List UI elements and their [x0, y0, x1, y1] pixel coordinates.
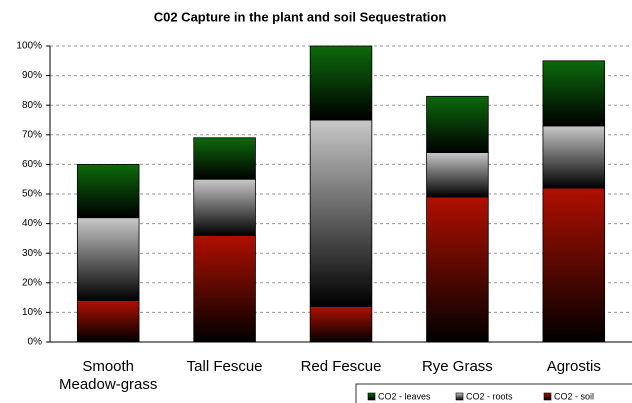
legend-label: CO2 - leaves	[378, 391, 431, 401]
bar-segment	[426, 196, 489, 343]
y-tick-label: 70%	[22, 129, 42, 140]
legend-box	[355, 383, 632, 403]
bar-segment	[542, 125, 606, 189]
bar-segment	[542, 60, 606, 127]
y-tick-label: 20%	[22, 277, 42, 288]
bar-segment	[309, 119, 373, 307]
bar-segment	[76, 163, 140, 219]
legend-label: CO2 - soil	[554, 391, 594, 401]
x-tick-label: Tall Fescue	[186, 358, 263, 375]
bar-segment	[542, 187, 606, 343]
bar-segment	[193, 178, 256, 236]
x-tick-label: Smooth Meadow-grass	[59, 358, 158, 393]
legend-swatch	[455, 392, 464, 401]
bar-segment	[309, 45, 373, 121]
bar-segment	[76, 300, 140, 343]
bar-segment	[76, 217, 140, 301]
bar-segment	[193, 235, 256, 343]
bar-segment	[193, 137, 256, 180]
chart-title: C02 Capture in the plant and soil Seques…	[154, 9, 447, 24]
y-tick-label: 80%	[22, 100, 42, 111]
legend-swatch	[543, 392, 552, 401]
bar-segment	[426, 152, 489, 198]
y-tick-label: 40%	[22, 218, 42, 229]
y-tick-label: 30%	[22, 248, 42, 259]
y-tick-label: 90%	[22, 70, 42, 81]
x-tick-label: Red Fescue	[300, 358, 382, 375]
y-tick-label: 10%	[22, 307, 42, 318]
legend-label: CO2 - roots	[466, 391, 513, 401]
y-tick-label: 50%	[22, 189, 42, 200]
x-tick-label: Rye Grass	[421, 358, 493, 375]
legend: CO2 - leaves CO2 - roots CO2 - soil	[355, 383, 632, 403]
y-tick-label: 60%	[22, 159, 42, 170]
bar-segment	[309, 306, 373, 343]
y-tick-label: 0%	[28, 337, 43, 348]
bar-segment	[426, 95, 489, 153]
legend-swatch	[367, 392, 376, 401]
y-tick-label: 100%	[16, 41, 42, 52]
x-tick-label: Agrostis	[546, 358, 601, 375]
